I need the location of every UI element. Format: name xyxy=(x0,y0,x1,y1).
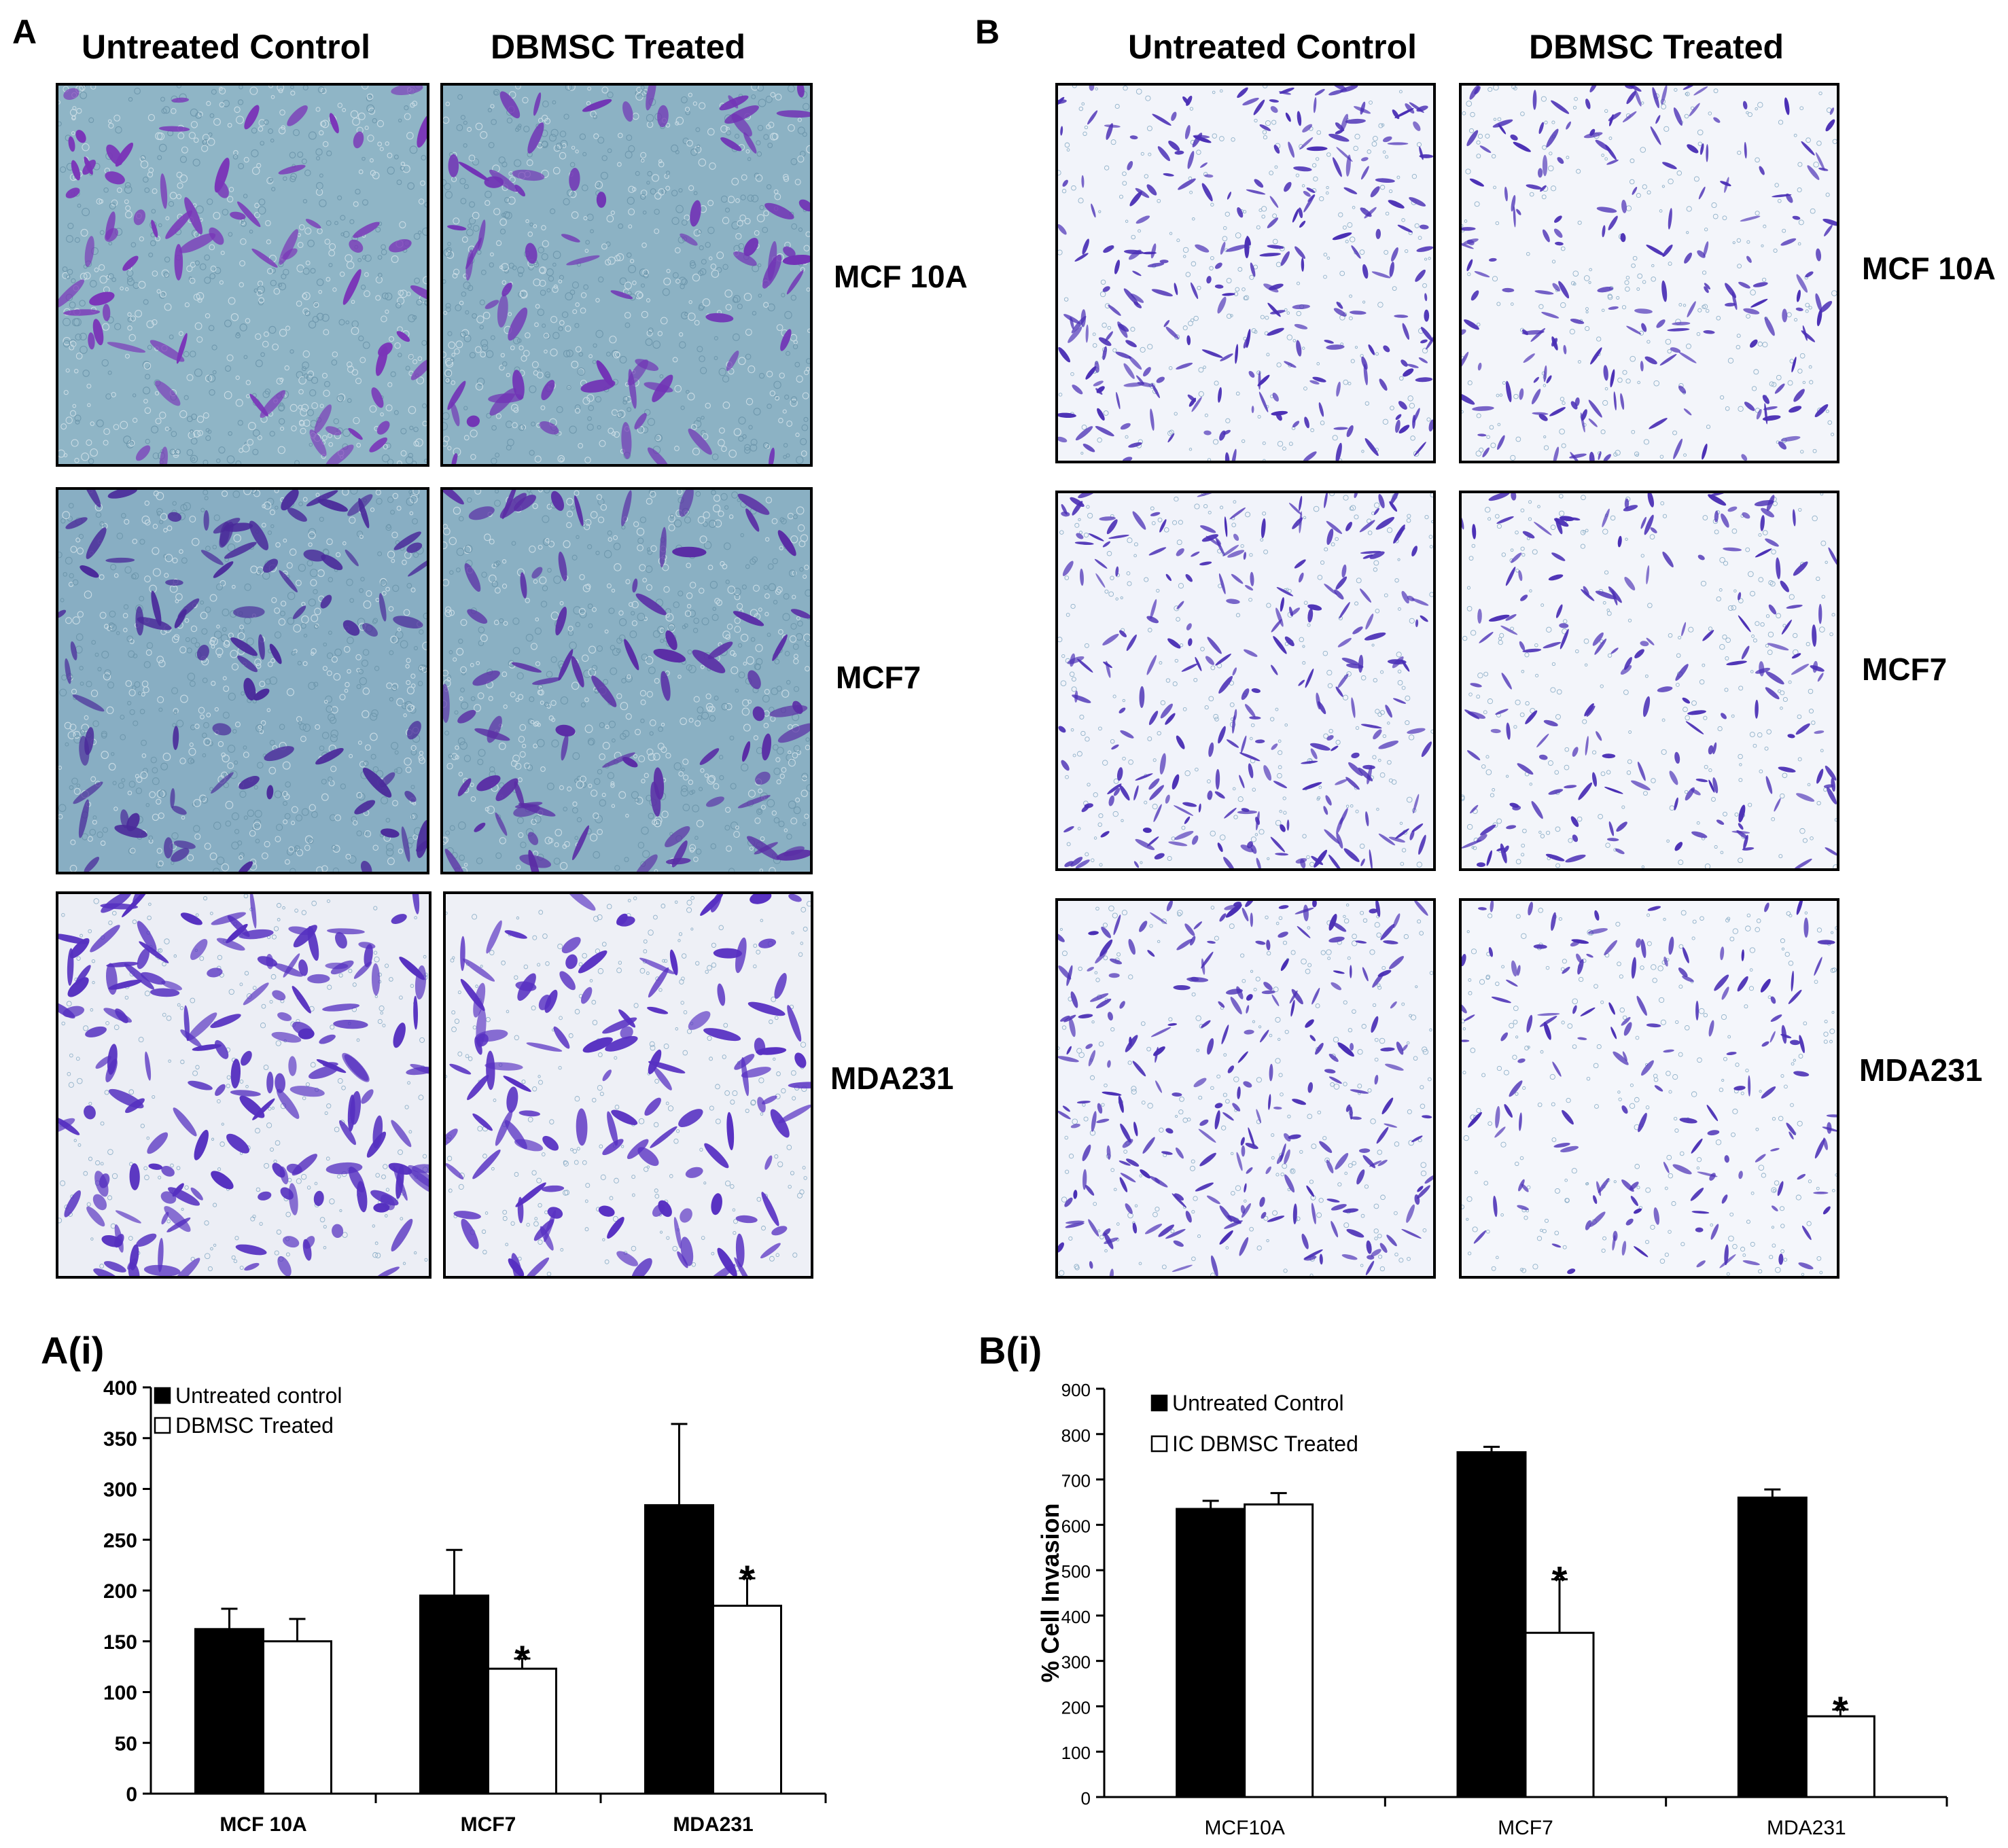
chart-a-x-tick-label: MCF 10A xyxy=(219,1813,306,1836)
panel-b-col-untreated-title: Untreated Control xyxy=(1128,28,1417,66)
chart-a-x-tick-label: MDA231 xyxy=(673,1813,753,1836)
panel-a-row-label-mda231: MDA231 xyxy=(830,1061,954,1096)
micrograph-b-mda231-untreated xyxy=(1055,898,1436,1279)
chart-a-bar-untreated-2 xyxy=(644,1504,714,1795)
chart-a-y-tick-label: 0 xyxy=(126,1783,137,1806)
chart-b-bar-untreated-1 xyxy=(1456,1451,1527,1798)
chart-b-legend-label-0: Untreated Control xyxy=(1172,1391,1344,1415)
panel-a-row-label-mcf7: MCF7 xyxy=(836,660,921,695)
chart-b-y-tick-label: 400 xyxy=(1061,1607,1091,1627)
chart-b-y-tick-label: 0 xyxy=(1081,1788,1091,1809)
micrograph-a-mcf10a-untreated xyxy=(56,83,429,467)
chart-a-y-tick-label: 400 xyxy=(103,1377,137,1400)
chart-b-bar-untreated-0 xyxy=(1176,1508,1246,1798)
panel-a-letter: A xyxy=(12,13,37,51)
chart-a-legend-swatch-1 xyxy=(154,1417,171,1434)
chart-a-y-tick-label: 100 xyxy=(103,1682,137,1705)
chart-a-significance-marker: * xyxy=(514,1638,530,1682)
chart-a-y-tick-label: 300 xyxy=(103,1479,137,1502)
micrograph-b-mcf7-treated xyxy=(1459,491,1839,871)
chart-b-bar-treated-0 xyxy=(1244,1503,1314,1798)
chart-a-y-tick-label: 50 xyxy=(115,1732,137,1755)
chart-b-significance-marker: * xyxy=(1552,1559,1568,1603)
panel-b-col-treated-title: DBMSC Treated xyxy=(1529,28,1784,66)
chart-b-bar-treated-1 xyxy=(1524,1631,1595,1798)
chart-a-title: A(i) xyxy=(41,1329,105,1372)
bar-chart-b: 0 100 200 300 400 500 600 700 800 900 MCF10A MCF7 MD… xyxy=(1036,1380,1948,1839)
chart-a-y-tick-label: 200 xyxy=(103,1580,137,1603)
panel-b-row-label-mcf10a: MCF 10A xyxy=(1862,251,1996,286)
chart-a-significance-marker: * xyxy=(739,1558,755,1602)
chart-a-bar-treated-2 xyxy=(712,1604,782,1795)
chart-b-x-tick-label: MDA231 xyxy=(1767,1817,1846,1839)
chart-b-bar-untreated-2 xyxy=(1737,1496,1808,1798)
chart-a-legend-label-1: DBMSC Treated xyxy=(175,1413,334,1438)
chart-a-bar-treated-0 xyxy=(262,1640,332,1795)
bar-chart-a: 0 50 100 150 200 250 300 350 400 MCF 10A MCF7 MDA23… xyxy=(103,1377,827,1836)
panel-b-row-label-mcf7: MCF7 xyxy=(1862,652,1948,687)
chart-b-y-tick-label: 100 xyxy=(1061,1743,1091,1763)
chart-b-legend-swatch-1 xyxy=(1150,1435,1168,1453)
chart-a-y-tick-label: 250 xyxy=(103,1529,137,1552)
chart-b-legend-label-1: IC DBMSC Treated xyxy=(1172,1432,1358,1456)
chart-b-y-tick-label: 500 xyxy=(1061,1561,1091,1582)
chart-b-y-axis-label: % Cell Invasion xyxy=(1036,1503,1064,1682)
chart-a-bar-untreated-0 xyxy=(194,1628,264,1795)
chart-b-y-tick-label: 700 xyxy=(1061,1471,1091,1491)
micrograph-b-mcf10a-treated xyxy=(1459,83,1839,463)
chart-b-y-tick-label: 800 xyxy=(1061,1425,1091,1446)
micrograph-a-mcf10a-treated xyxy=(440,83,813,467)
micrograph-a-mcf7-treated xyxy=(440,487,813,874)
panel-a-row-label-mcf10a: MCF 10A xyxy=(834,259,968,294)
chart-b-significance-marker: * xyxy=(1833,1689,1848,1733)
panel-b-letter: B xyxy=(975,13,1000,51)
chart-b-y-tick-label: 300 xyxy=(1061,1652,1091,1673)
chart-a-y-tick-label: 350 xyxy=(103,1428,137,1451)
chart-a-bar-untreated-1 xyxy=(419,1594,489,1795)
chart-a-x-tick-label: MCF7 xyxy=(461,1813,516,1836)
chart-a-bar-treated-1 xyxy=(487,1667,557,1795)
chart-a-y-tick-label: 150 xyxy=(103,1631,137,1654)
micrograph-b-mda231-treated xyxy=(1459,898,1839,1279)
micrograph-a-mda231-treated xyxy=(443,891,813,1279)
micrograph-a-mda231-untreated xyxy=(56,891,431,1279)
panel-a-col-treated-title: DBMSC Treated xyxy=(491,28,746,66)
micrograph-a-mcf7-untreated xyxy=(56,487,429,874)
micrograph-b-mcf10a-untreated xyxy=(1055,83,1436,463)
chart-b-title: B(i) xyxy=(979,1329,1042,1372)
chart-b-x-tick-label: MCF7 xyxy=(1498,1817,1553,1839)
chart-b-legend-swatch-0 xyxy=(1150,1394,1168,1412)
panel-a-col-untreated-title: Untreated Control xyxy=(82,28,370,66)
chart-a-legend-label-0: Untreated control xyxy=(175,1383,342,1408)
micrograph-b-mcf7-untreated xyxy=(1055,491,1436,871)
chart-b-x-tick-label: MCF10A xyxy=(1204,1817,1284,1839)
panel-b-row-label-mda231: MDA231 xyxy=(1859,1052,1983,1088)
chart-b-y-tick-label: 900 xyxy=(1061,1380,1091,1400)
chart-b-y-tick-label: 200 xyxy=(1061,1697,1091,1718)
chart-b-y-tick-label: 600 xyxy=(1061,1516,1091,1536)
chart-a-legend-swatch-0 xyxy=(154,1387,171,1404)
